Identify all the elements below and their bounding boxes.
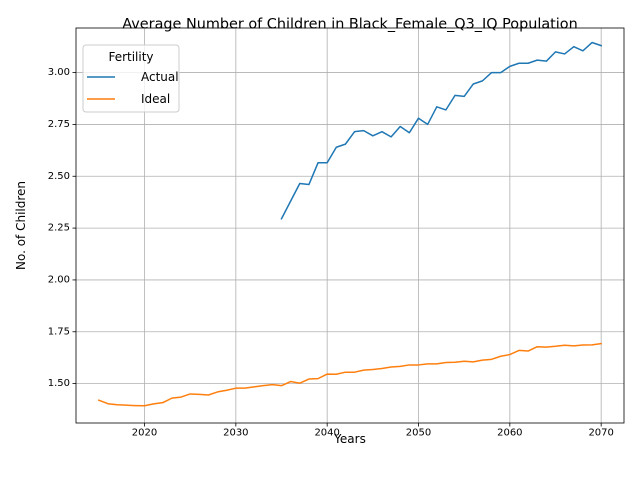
y-axis-label: No. of Children <box>14 181 28 270</box>
y-tick-label: 2.00 <box>48 274 70 285</box>
x-tick-label: 2020 <box>132 427 157 438</box>
series-line-actual <box>280 41 603 220</box>
x-axis-label: Years <box>333 432 366 446</box>
y-tick-label: 1.50 <box>48 378 70 389</box>
x-axis-ticks: 2020 2030 2040 2050 2060 2070 <box>132 423 614 438</box>
x-tick-label: 2050 <box>406 427 431 438</box>
series-line-ideal <box>97 342 603 407</box>
legend-box <box>82 44 180 113</box>
y-axis-ticks: 1.50 1.75 2.00 2.25 2.50 2.75 3.00 <box>48 67 76 389</box>
legend-label-actual: Actual <box>141 70 179 84</box>
y-tick-label: 3.00 <box>48 67 70 78</box>
legend: Fertility Actual Ideal <box>82 44 180 113</box>
x-tick-label: 2040 <box>314 427 339 438</box>
x-tick-label: 2060 <box>497 427 522 438</box>
grid-lines <box>76 28 624 423</box>
legend-title: Fertility <box>108 50 153 64</box>
plot-frame <box>75 27 625 424</box>
data-series <box>97 41 603 407</box>
legend-label-ideal: Ideal <box>141 92 170 106</box>
x-tick-label: 2030 <box>223 427 248 438</box>
y-tick-label: 2.75 <box>48 119 70 130</box>
chart-title: Average Number of Children in Black_Fema… <box>122 17 577 33</box>
y-tick-label: 1.75 <box>48 326 70 337</box>
y-tick-label: 2.50 <box>48 171 70 182</box>
x-tick-label: 2070 <box>588 427 613 438</box>
legend-entries: Actual Ideal <box>87 70 179 106</box>
y-tick-label: 2.25 <box>48 223 70 234</box>
